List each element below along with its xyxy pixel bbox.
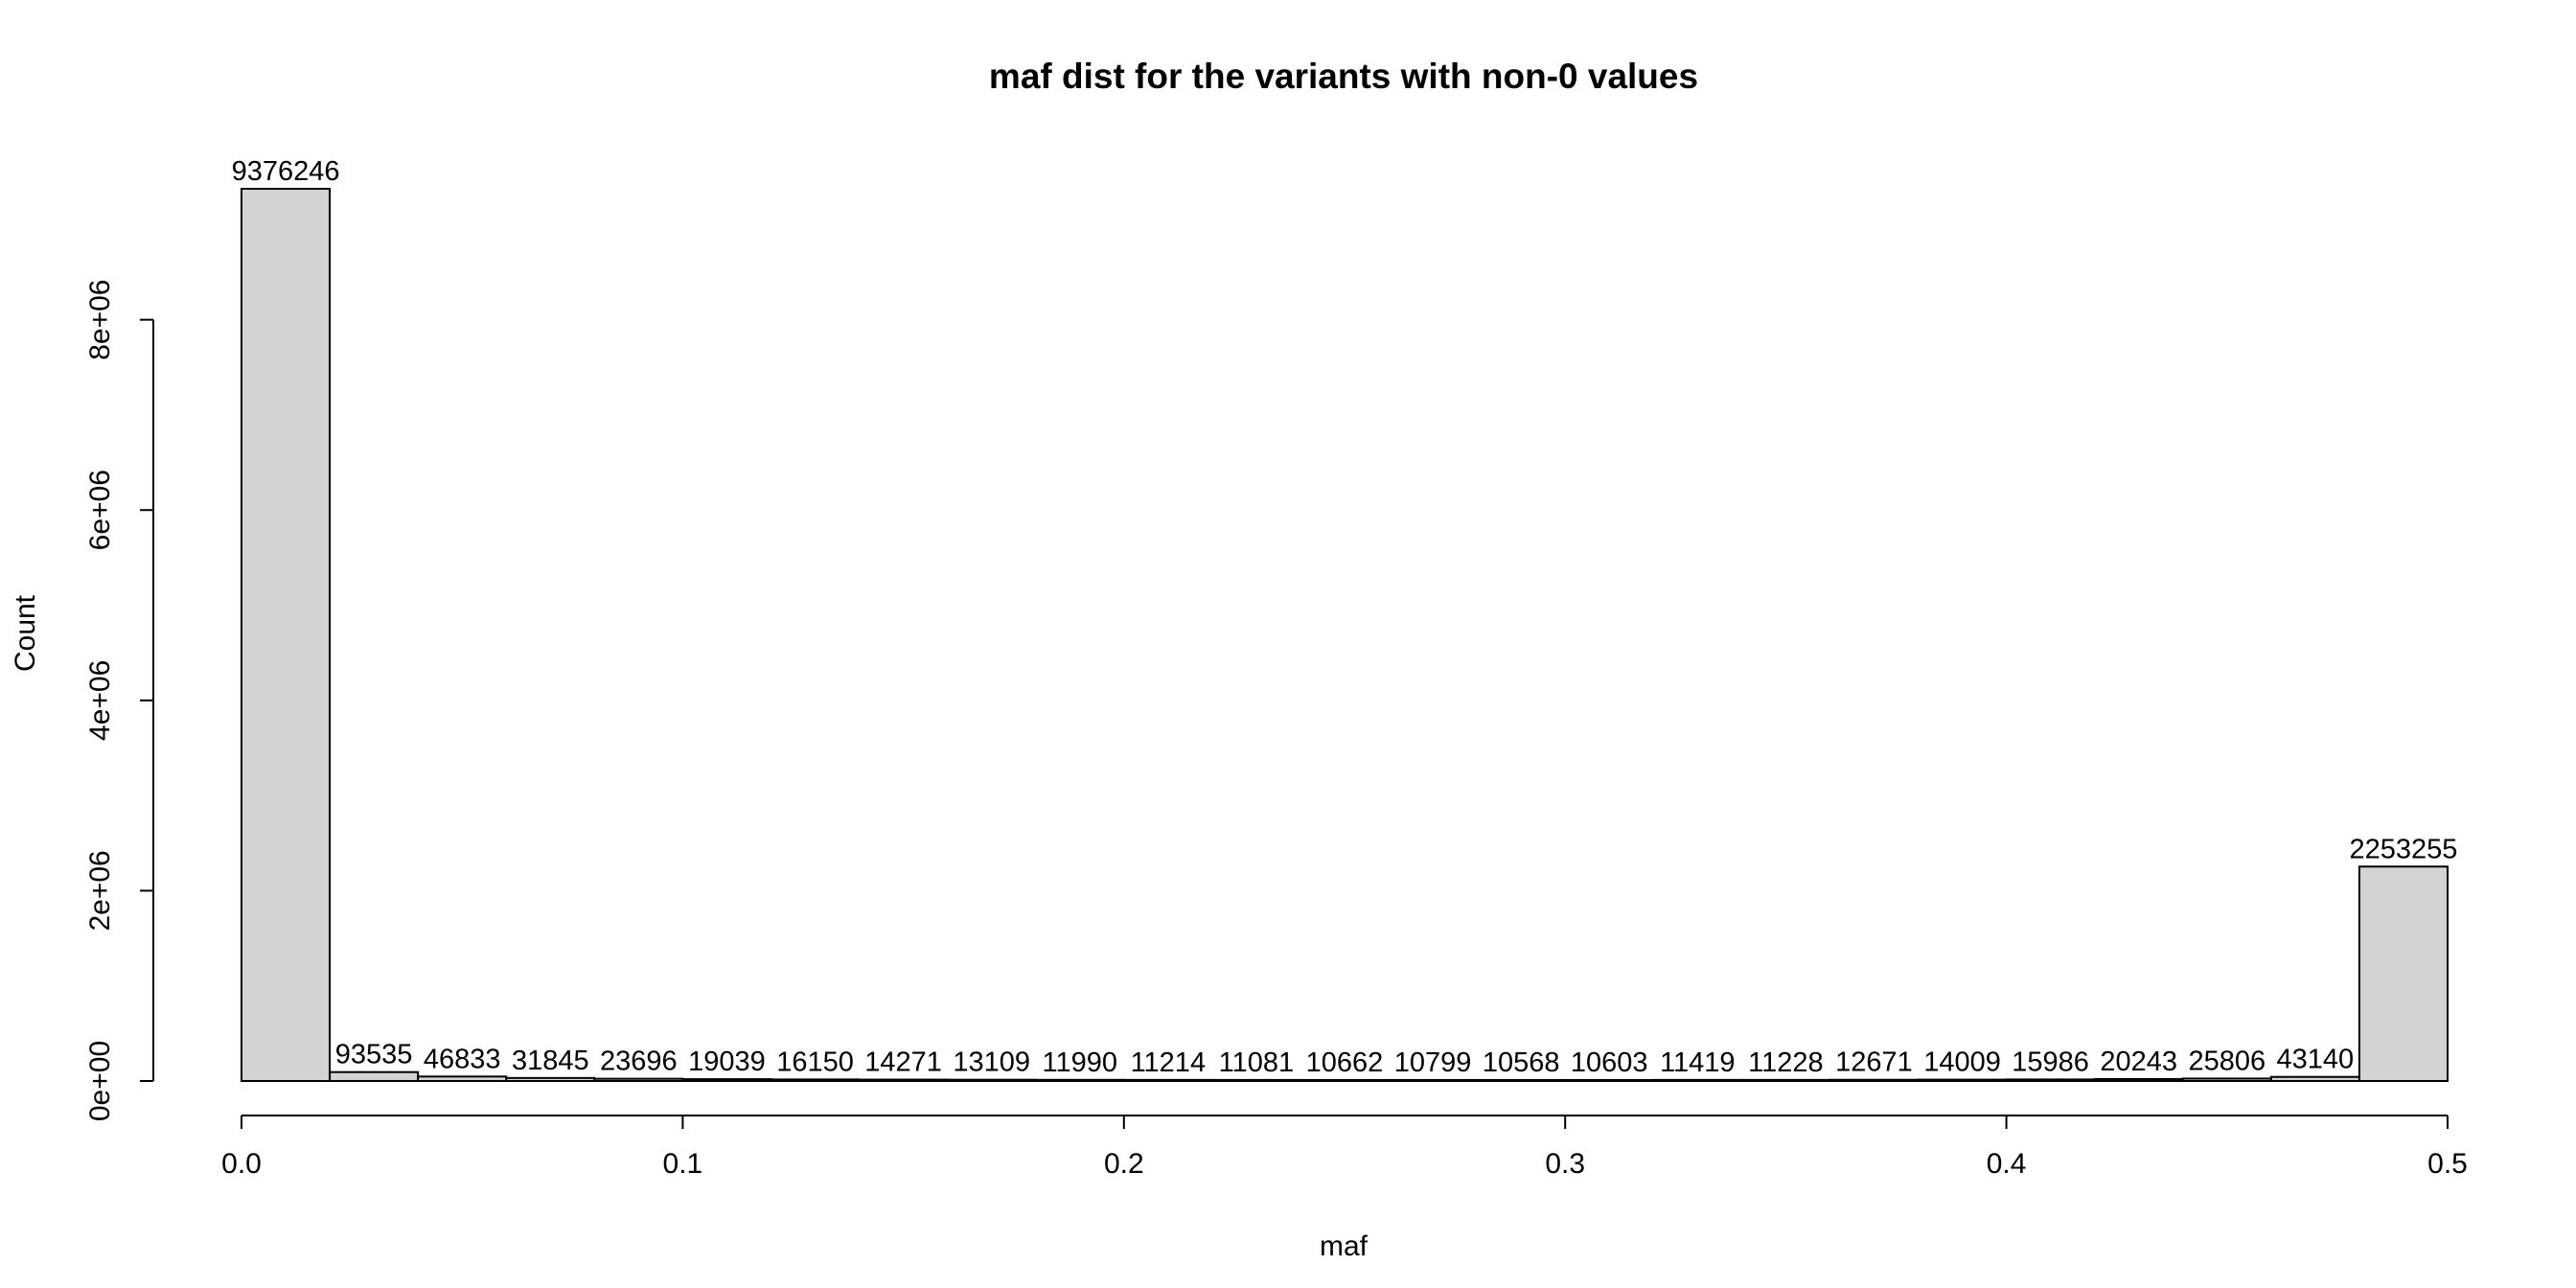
- bar-21: [2093, 1077, 2184, 1082]
- y-tick-label-0: 0e+00: [84, 1041, 116, 1121]
- bar-label-2: 46833: [424, 1044, 501, 1074]
- bar-24: [2358, 865, 2449, 1083]
- y-tick-label-3: 6e+06: [84, 470, 116, 550]
- bar-label-0: 9376246: [232, 156, 340, 187]
- x-tick-label-0: 0.0: [221, 1148, 262, 1180]
- bar-1: [329, 1070, 420, 1082]
- bar-label-4: 23696: [600, 1046, 678, 1077]
- bar-label-13: 10799: [1394, 1047, 1472, 1078]
- bar-label-24: 2253255: [2350, 834, 2458, 864]
- bar-label-1: 93535: [335, 1040, 413, 1070]
- bar-3: [505, 1076, 596, 1082]
- bar-19: [1917, 1078, 2008, 1082]
- bar-4: [593, 1077, 684, 1083]
- y-tick-label-4: 8e+06: [84, 280, 116, 360]
- bar-14: [1476, 1078, 1567, 1082]
- y-axis-label: Count: [10, 594, 41, 672]
- bar-23: [2269, 1075, 2360, 1082]
- x-tick-label-1: 0.1: [663, 1148, 703, 1180]
- chart-title: maf dist for the variants with non-0 val…: [989, 57, 1698, 96]
- x-tick-label-3: 0.3: [1545, 1148, 1585, 1180]
- bar-label-18: 12671: [1835, 1047, 1913, 1078]
- bar-13: [1388, 1078, 1479, 1083]
- bar-5: [681, 1078, 772, 1082]
- bar-label-9: 11990: [1043, 1047, 1118, 1078]
- bars-group: [241, 188, 2449, 1083]
- bar-label-11: 11081: [1219, 1047, 1295, 1078]
- x-tick-label-2: 0.2: [1104, 1148, 1144, 1180]
- bar-10: [1122, 1078, 1213, 1083]
- bar-label-20: 15986: [2012, 1046, 2089, 1077]
- bar-22: [2181, 1077, 2272, 1082]
- bar-20: [2005, 1078, 2096, 1083]
- bar-label-17: 11228: [1748, 1047, 1824, 1078]
- bar-7: [858, 1078, 949, 1082]
- bar-label-23: 43140: [2277, 1045, 2355, 1075]
- y-axis: 0e+00 2e+06 4e+06 6e+06 8e+06: [84, 280, 154, 1121]
- bar-label-22: 25806: [2188, 1046, 2266, 1076]
- bar-label-5: 19039: [688, 1046, 766, 1077]
- x-axis: 0.0 0.1 0.2 0.3 0.4 0.5: [221, 1115, 2468, 1180]
- bar-label-19: 14009: [1923, 1047, 2001, 1078]
- bar-label-3: 31845: [512, 1046, 589, 1076]
- bar-label-16: 11419: [1660, 1047, 1736, 1078]
- bar-label-14: 10568: [1483, 1047, 1560, 1078]
- bar-label-7: 14271: [864, 1047, 942, 1078]
- bar-label-21: 20243: [2100, 1046, 2177, 1077]
- bar-label-15: 10603: [1571, 1047, 1648, 1078]
- bar-15: [1564, 1078, 1655, 1082]
- bar-12: [1299, 1078, 1391, 1082]
- y-tick-label-2: 4e+06: [84, 660, 116, 741]
- bar-11: [1210, 1078, 1301, 1083]
- bar-2: [417, 1075, 508, 1082]
- bar-label-10: 11214: [1131, 1047, 1207, 1078]
- bar-9: [1034, 1078, 1125, 1083]
- bar-6: [770, 1078, 861, 1083]
- bar-16: [1652, 1078, 1743, 1082]
- bar-0: [241, 188, 332, 1082]
- bar-label-12: 10662: [1306, 1047, 1384, 1078]
- bar-label-6: 16150: [776, 1046, 854, 1077]
- bar-17: [1740, 1078, 1831, 1083]
- x-tick-label-5: 0.5: [2427, 1148, 2468, 1180]
- y-tick-label-1: 2e+06: [84, 850, 116, 931]
- bar-8: [946, 1078, 1037, 1082]
- bar-18: [1828, 1078, 1920, 1082]
- bar-label-8: 13109: [953, 1047, 1030, 1078]
- bar-labels-group: 9376246 93535 46833 31845 23696 19039 16150 142…: [232, 156, 2458, 1078]
- x-tick-label-4: 0.4: [1987, 1148, 2027, 1180]
- x-axis-label: maf: [1320, 1230, 1368, 1262]
